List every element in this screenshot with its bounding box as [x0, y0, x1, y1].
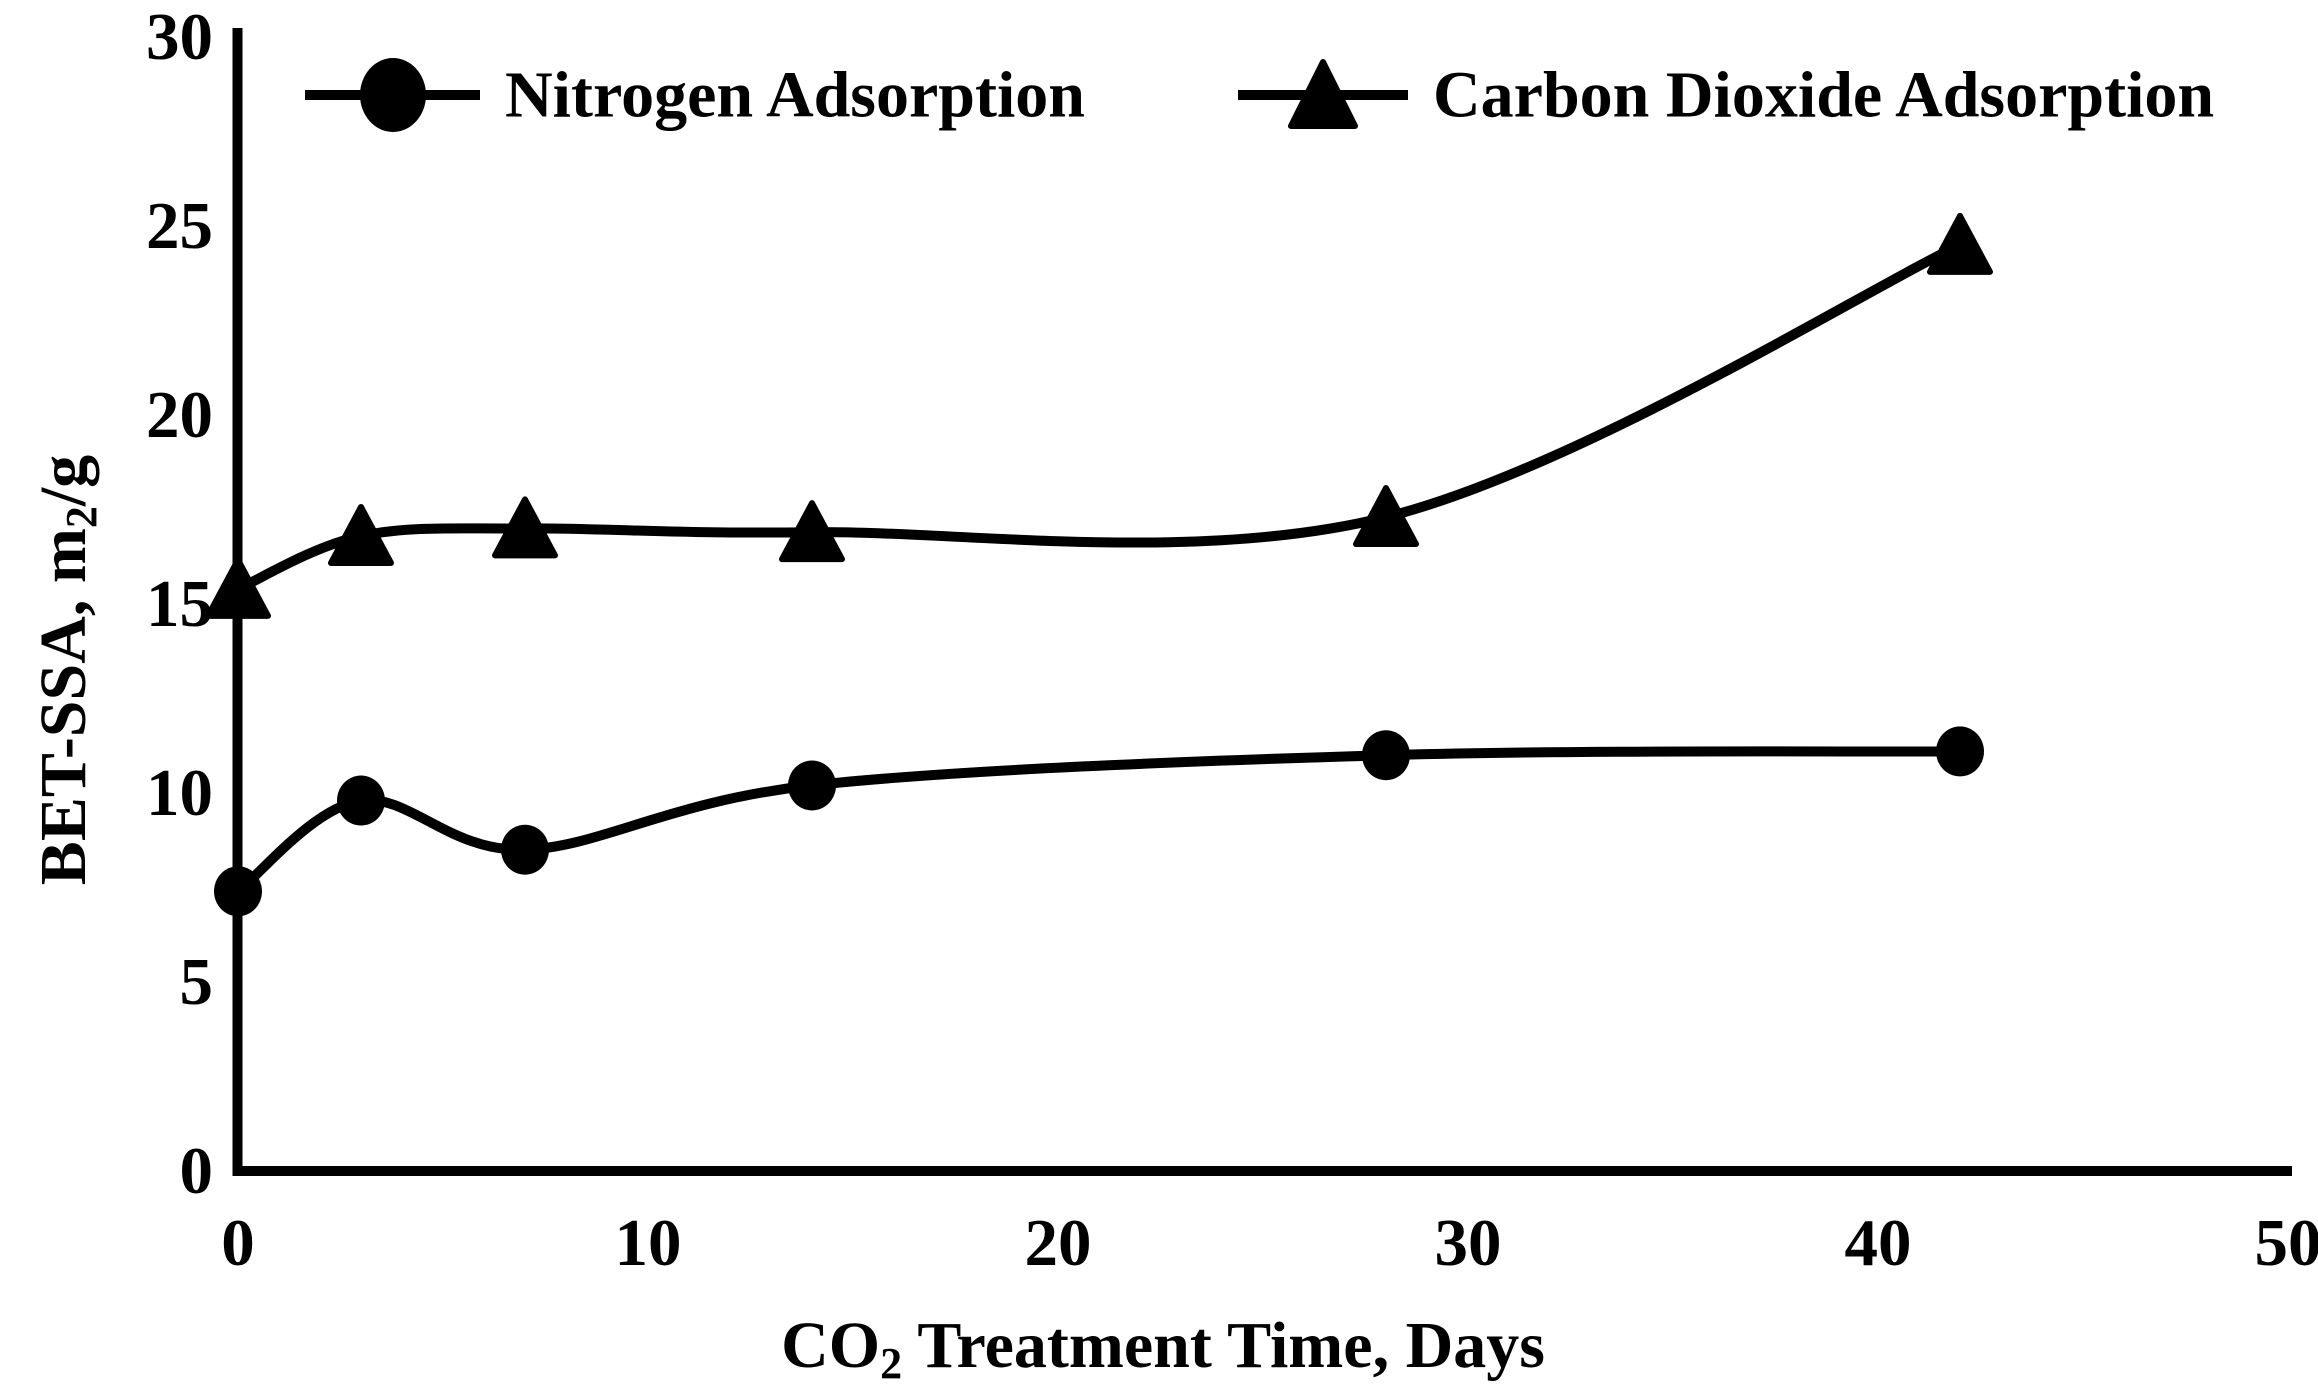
co2-marker: [328, 503, 394, 566]
y-tick-label: 30: [146, 0, 213, 74]
legend-item-co2: Carbon Dioxide Adsorption: [1238, 59, 2214, 132]
y-axis-title: BET-SSA, m2/g: [27, 455, 106, 885]
series-layer: [205, 212, 1993, 917]
co2-marker: [1353, 485, 1419, 548]
series-nitrogen: [214, 726, 1984, 917]
legend: Nitrogen Adsorption Carbon Dioxide Adsor…: [305, 58, 2214, 132]
y-tick-label: 20: [146, 378, 213, 452]
y-tick-label: 10: [146, 756, 213, 830]
axes-layer: 0 5 10 15 20 25 30 0 10 20 30 40 50 CO2 Treatment Tim…: [27, 0, 2318, 1384]
co2-marker: [779, 500, 845, 563]
x-axis-title: CO2 Treatment Time, Days: [781, 1309, 1545, 1384]
nitrogen-marker: [788, 760, 836, 811]
nitrogen-curve: [233, 746, 1965, 897]
nitrogen-marker: [337, 775, 385, 826]
x-tick-label: 0: [221, 1206, 255, 1280]
co2-curve: [233, 239, 1965, 594]
nitrogen-marker: [1362, 730, 1410, 781]
co2-marker: [205, 556, 271, 619]
y-tick-label: 15: [146, 567, 213, 641]
x-tick-label: 50: [2255, 1206, 2318, 1280]
co2-marker: [492, 496, 558, 559]
nitrogen-marker: [501, 824, 549, 875]
nitrogen-marker: [214, 866, 262, 917]
co2-marker: [1927, 212, 1993, 275]
triangle-marker-icon: [1288, 59, 1358, 129]
legend-label-nitrogen: Nitrogen Adsorption: [505, 59, 1085, 132]
y-tick-label: 25: [146, 189, 213, 263]
x-tick-label: 20: [1025, 1206, 1092, 1280]
series-co2: [205, 212, 1993, 619]
x-tick-label: 40: [1845, 1206, 1912, 1280]
y-tick-label: 0: [180, 1134, 214, 1208]
x-tick-label: 10: [615, 1206, 682, 1280]
legend-item-nitrogen: Nitrogen Adsorption: [305, 58, 1085, 132]
circle-marker-icon: [360, 58, 426, 132]
x-tick-label: 30: [1435, 1206, 1502, 1280]
nitrogen-marker: [1936, 726, 1984, 777]
legend-label-co2: Carbon Dioxide Adsorption: [1433, 59, 2214, 132]
y-tick-label: 5: [180, 945, 214, 1019]
